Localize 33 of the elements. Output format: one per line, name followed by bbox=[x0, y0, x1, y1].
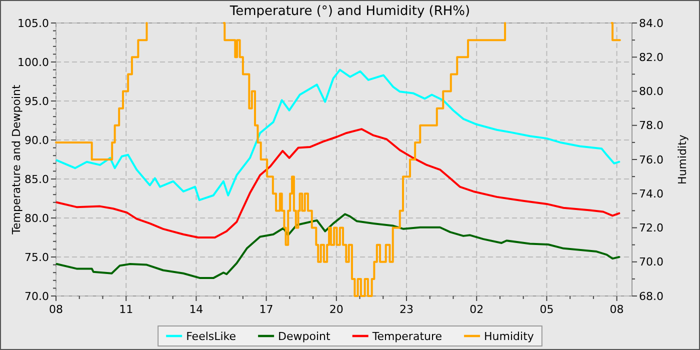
x-tick-label: 11 bbox=[119, 303, 134, 316]
y2-tick-label: 74.0 bbox=[639, 187, 664, 200]
y-tick-label: 80.0 bbox=[24, 212, 49, 225]
x-tick-label: 05 bbox=[540, 303, 554, 316]
y-tick-label: 105.0 bbox=[18, 16, 49, 30]
legend-label: FeelsLike bbox=[186, 330, 236, 343]
x-tick-label: 20 bbox=[329, 303, 344, 316]
x-tick-label: 17 bbox=[259, 303, 274, 316]
y2-tick-label: 72.0 bbox=[639, 222, 664, 235]
y-tick-label: 75.0 bbox=[24, 250, 49, 264]
legend-label: Dewpoint bbox=[278, 330, 332, 343]
y2-tick-label: 82.0 bbox=[639, 50, 664, 64]
y-axis-title: Temperature and Dewpoint bbox=[10, 84, 23, 236]
y2-axis-title: Humidity bbox=[676, 134, 689, 184]
x-tick-label: 23 bbox=[400, 303, 414, 316]
x-tick-label: 08 bbox=[610, 303, 624, 316]
y2-tick-label: 70.0 bbox=[639, 256, 664, 269]
y2-tick-label: 78.0 bbox=[639, 119, 664, 132]
y2-tick-label: 76.0 bbox=[639, 153, 664, 166]
y-tick-label: 70.0 bbox=[24, 290, 49, 303]
x-tick-label: 14 bbox=[189, 303, 204, 316]
x-tick-label: 02 bbox=[470, 303, 484, 316]
y2-tick-label: 84.0 bbox=[639, 16, 664, 30]
y-tick-label: 95.0 bbox=[24, 94, 49, 108]
y-tick-label: 90.0 bbox=[24, 134, 49, 147]
y2-tick-label: 68.0 bbox=[639, 290, 664, 303]
x-tick-label: 08 bbox=[49, 303, 63, 316]
chart-title: Temperature (°) and Humidity (RH%) bbox=[228, 4, 470, 19]
legend-label: Temperature bbox=[371, 330, 442, 343]
legend-label: Humidity bbox=[484, 330, 534, 343]
y2-tick-label: 80.0 bbox=[639, 85, 664, 98]
y-tick-label: 85.0 bbox=[24, 172, 49, 186]
y-tick-label: 100.0 bbox=[18, 56, 49, 69]
